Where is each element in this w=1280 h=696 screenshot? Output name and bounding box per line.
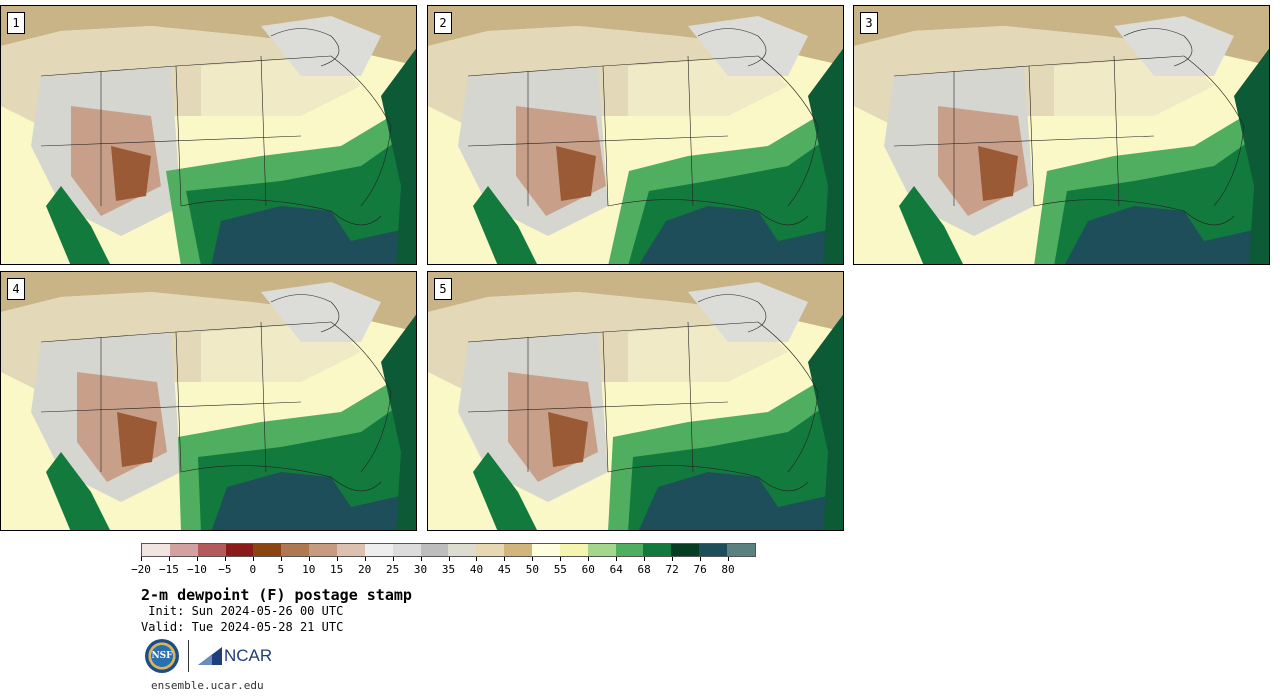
colorbar-tick-label: −15 — [159, 563, 179, 576]
footer-url: ensemble.ucar.edu — [151, 679, 264, 692]
colorbar-tick — [616, 557, 618, 561]
colorbar-tick — [196, 557, 198, 561]
colorbar-swatch — [448, 544, 477, 556]
stamp-map-4: 4 — [0, 271, 417, 531]
stamp-number-5: 5 — [434, 278, 452, 300]
colorbar-tick-label: 45 — [497, 563, 512, 576]
chart-title: 2-m dewpoint (F) postage stamp — [141, 586, 412, 604]
colorbar-tick-label: 55 — [553, 563, 567, 576]
colorbar-swatch — [420, 544, 449, 556]
colorbar-tick-label: 68 — [637, 563, 651, 576]
colorbar-swatch — [225, 544, 254, 556]
stamp-number-2: 2 — [434, 12, 452, 34]
colorbar-tick-label: 50 — [525, 563, 539, 576]
colorbar-tick-label: 0 — [249, 563, 257, 576]
colorbar-tick-label: 30 — [413, 563, 428, 576]
colorbar-swatch — [281, 544, 310, 556]
colorbar-tick-label: 20 — [358, 563, 372, 576]
dewpoint-map-5 — [428, 272, 843, 530]
colorbar-tick — [168, 557, 170, 561]
dewpoint-map-4 — [1, 272, 416, 530]
colorbar-tick-label: 15 — [330, 563, 344, 576]
colorbar-swatch — [197, 544, 226, 556]
stamp-map-1: 1 — [0, 5, 417, 265]
colorbar-tick-label: 25 — [385, 563, 400, 576]
colorbar-tick — [672, 557, 674, 561]
dewpoint-map-1 — [1, 6, 416, 264]
stamp-number-1: 1 — [7, 12, 25, 34]
ncar-mark-icon — [198, 647, 222, 665]
colorbar-tick-label: 76 — [693, 563, 707, 576]
colorbar-tick — [141, 557, 142, 561]
stamp-map-2: 2 — [427, 5, 844, 265]
colorbar-tick — [476, 557, 478, 561]
colorbar-tick-label: 72 — [665, 563, 679, 576]
colorbar-swatch — [364, 544, 393, 556]
nsf-logo: NSF — [145, 639, 179, 673]
colorbar-swatch — [253, 544, 282, 556]
colorbar-tick-label: 5 — [277, 563, 285, 576]
colorbar-tick-label: −10 — [186, 563, 207, 576]
colorbar-swatch — [476, 544, 505, 556]
logo-divider — [188, 640, 189, 672]
colorbar-tick — [420, 557, 422, 561]
stamp-number-4: 4 — [7, 278, 25, 300]
colorbar-swatch — [392, 544, 421, 556]
colorbar-swatch — [587, 544, 616, 556]
colorbar-tick-label: 40 — [469, 563, 484, 576]
colorbar-tick — [560, 557, 562, 561]
colorbar-tick-label: 35 — [441, 563, 456, 576]
dewpoint-map-3 — [854, 6, 1269, 264]
init-time: Init: Sun 2024-05-26 00 UTC — [141, 604, 344, 618]
colorbar-tick-label: 64 — [609, 563, 623, 576]
colorbar-tick — [588, 557, 590, 561]
colorbar-tick — [700, 557, 702, 561]
colorbar-swatch — [169, 544, 198, 556]
colorbar-swatch — [532, 544, 560, 556]
colorbar-tick — [532, 557, 534, 561]
colorbar-tick — [728, 557, 730, 561]
colorbar-tick — [336, 557, 338, 561]
dewpoint-map-2 — [428, 6, 843, 264]
valid-time: Valid: Tue 2024-05-28 21 UTC — [141, 620, 344, 634]
colorbar-swatch — [504, 544, 533, 556]
colorbar-tick — [224, 557, 226, 561]
colorbar-swatch — [699, 544, 728, 556]
colorbar-tick — [364, 557, 366, 561]
colorbar-swatch — [643, 544, 672, 556]
stamp-number-3: 3 — [860, 12, 878, 34]
stamp-map-3: 3 — [853, 5, 1270, 265]
colorbar-tick — [392, 557, 394, 561]
colorbar-swatch — [309, 544, 338, 556]
colorbar-swatch — [337, 544, 365, 556]
colorbar-tick — [308, 557, 310, 561]
colorbar-swatch — [671, 544, 700, 556]
dewpoint-colorbar — [141, 543, 756, 557]
colorbar-tick — [644, 557, 646, 561]
colorbar-tick — [280, 557, 282, 561]
colorbar-tick-label: −5 — [218, 563, 232, 576]
colorbar-tick — [252, 557, 254, 561]
colorbar-tick-label: 80 — [721, 563, 735, 576]
colorbar-tick — [504, 557, 506, 561]
colorbar-swatch — [559, 544, 588, 556]
stamp-map-5: 5 — [427, 271, 844, 531]
colorbar-tick-label: −20 — [131, 563, 151, 576]
colorbar-tick-label: 60 — [581, 563, 595, 576]
colorbar-swatch — [727, 544, 755, 556]
colorbar-swatch — [142, 544, 170, 556]
colorbar-tick-label: 10 — [302, 563, 316, 576]
ncar-logo: NCAR — [198, 646, 272, 666]
logos: NSF NCAR — [145, 638, 272, 674]
ncar-text: NCAR — [224, 646, 273, 665]
colorbar-tick — [448, 557, 450, 561]
colorbar-swatch — [615, 544, 644, 556]
